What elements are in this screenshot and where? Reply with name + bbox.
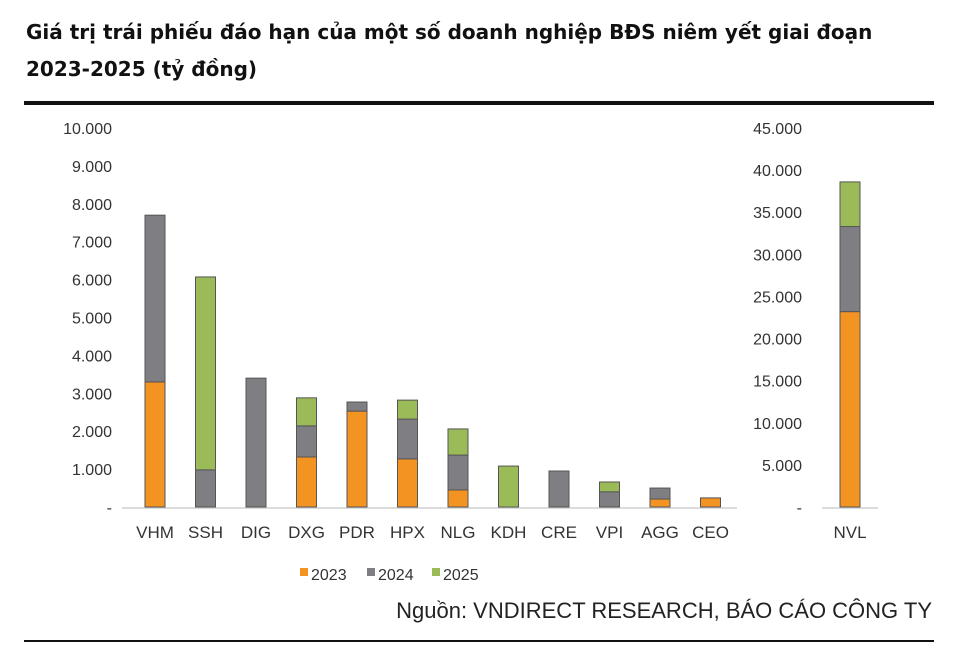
y-tick-label: 10.000 [753,416,802,433]
y-tick-label: 1.000 [72,462,112,479]
bar-VHM-2024 [144,214,166,383]
y-tick-label: - [107,500,112,517]
bar-NLG-2025 [447,428,469,456]
bar-CRE-2024 [548,470,570,508]
chart-title: Giá trị trái phiếu đáo hạn của một số do… [26,20,873,81]
bar-AGG-2024 [649,487,671,500]
bar-HPX-2024 [397,418,418,460]
legend-label-2023: 2023 [311,567,347,584]
x-tick-label: PDR [339,523,375,542]
bar-AGG-2023 [649,498,671,508]
bar-DXG-2025 [296,397,317,427]
x-tick-label: SSH [188,523,223,542]
y-tick-label: 3.000 [72,386,112,403]
x-tick-label: VPI [596,523,623,542]
x-tick-label: HPX [390,523,425,542]
bar-CEO-2023 [700,497,721,508]
legend-swatch-2024 [367,568,375,576]
y-tick-label: 4.000 [72,348,112,365]
legend-swatch-2025 [432,568,440,576]
bar-NVL-2024 [839,226,861,313]
bar-VHM-2023 [144,381,166,508]
y-tick-label: 35.000 [753,205,802,222]
x-tick-label: NVL [833,523,866,542]
top-divider [24,101,934,105]
y-tick-label: 8.000 [72,197,112,214]
bar-PDR-2023 [346,410,368,508]
y-tick-label: - [797,500,802,517]
source-note: Nguồn: VNDIRECT RESEARCH, BÁO CÁO CÔNG T… [396,598,932,623]
bar-NLG-2023 [447,489,469,508]
y-tick-label: 2.000 [72,424,112,441]
y-tick-label: 9.000 [72,159,112,176]
legend-label-2024: 2024 [378,567,414,584]
bar-KDH-2025 [498,465,519,508]
y-tick-label: 15.000 [753,374,802,391]
x-tick-label: DXG [288,523,325,542]
bar-DXG-2023 [296,456,317,508]
bar-VPI-2025 [599,481,620,493]
x-tick-label: CRE [541,523,577,542]
bar-DXG-2024 [296,425,317,458]
bar-NVL-2023 [839,311,861,508]
y-tick-label: 10.000 [63,121,112,138]
bar-DIG-2024 [245,377,267,508]
y-tick-label: 40.000 [753,163,802,180]
x-tick-label: KDH [491,523,527,542]
y-tick-label: 5.000 [72,311,112,328]
y-tick-label: 20.000 [753,332,802,349]
x-tick-label: DIG [241,523,271,542]
legend-label-2025: 2025 [443,567,479,584]
x-tick-label: CEO [692,523,729,542]
y-tick-label: 5.000 [762,458,802,475]
y-tick-label: 30.000 [753,247,802,264]
y-tick-label: 7.000 [72,235,112,252]
bar-SSH-2025 [195,276,216,471]
x-tick-label: VHM [136,523,174,542]
bar-VPI-2024 [599,491,620,508]
bottom-divider [24,640,934,642]
x-tick-label: AGG [641,523,679,542]
bar-PDR-2024 [346,401,368,412]
bar-HPX-2023 [397,458,418,508]
y-tick-label: 25.000 [753,289,802,306]
bar-HPX-2025 [397,399,418,420]
y-tick-label: 45.000 [753,121,802,138]
legend-swatch-2023 [300,568,308,576]
bar-NLG-2024 [447,454,469,491]
bar-NVL-2025 [839,181,861,228]
y-tick-label: 6.000 [72,273,112,290]
bar-SSH-2024 [195,469,216,508]
x-tick-label: NLG [441,523,476,542]
